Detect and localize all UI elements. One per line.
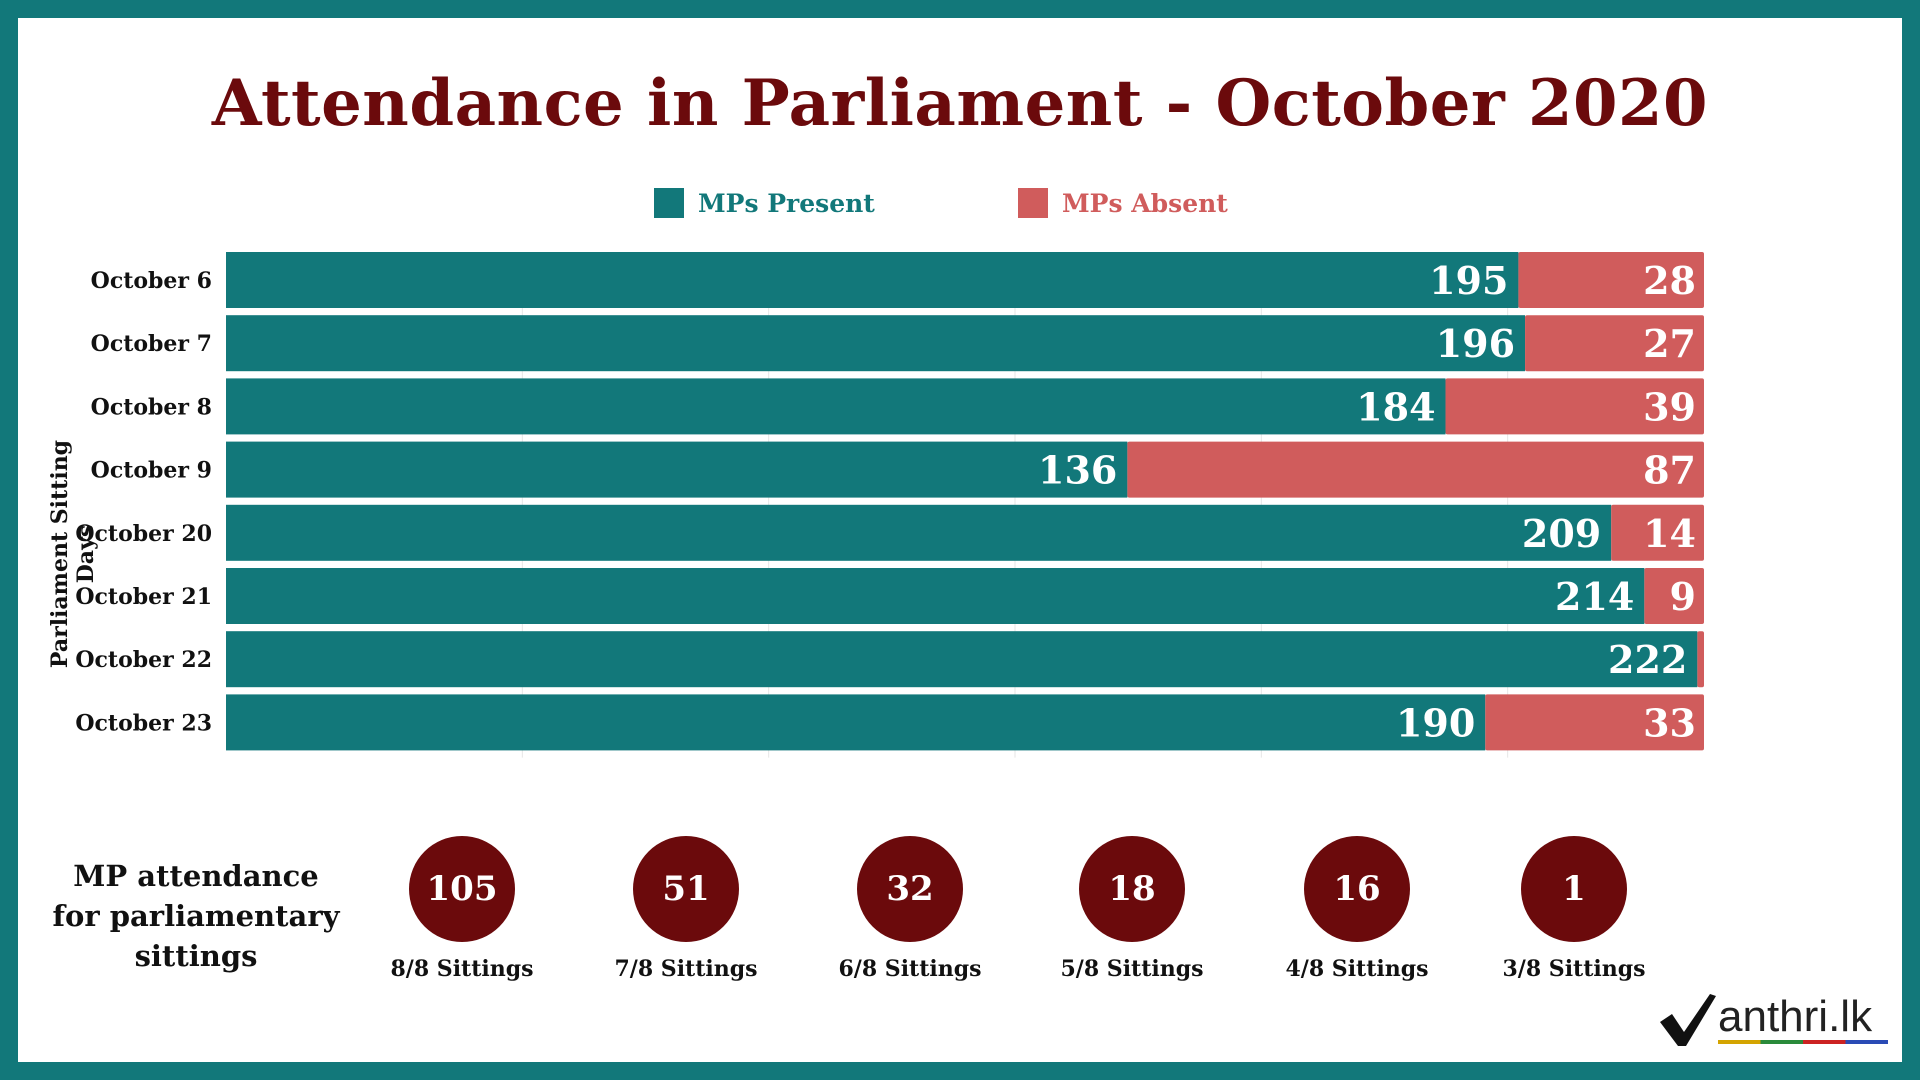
value-label-present-5: 214 [1555, 574, 1634, 619]
category-label-0: October 6 [91, 268, 212, 294]
attendance-count-circle: 51 [633, 836, 739, 942]
logo-underline [1718, 1040, 1888, 1044]
attendance-caption: 5/8 Sittings [1060, 956, 1204, 982]
attendance-caption: 3/8 Sittings [1502, 956, 1646, 982]
value-label-present-7: 190 [1396, 700, 1475, 745]
poster-frame: Attendance in Parliament - October 2020 … [18, 18, 1902, 1062]
attendance-stat: 16 4/8 Sittings [1272, 836, 1442, 982]
attendance-count-circle: 16 [1304, 836, 1410, 942]
bar-present-4 [226, 504, 1612, 561]
attendance-stat: 105 8/8 Sittings [377, 836, 547, 982]
bar-present-7 [226, 694, 1486, 751]
bar-absent-6 [1697, 631, 1704, 688]
attendance-stat: 51 7/8 Sittings [601, 836, 771, 982]
attendance-caption: 4/8 Sittings [1285, 956, 1429, 982]
value-label-absent-7: 33 [1643, 700, 1696, 745]
checkmark-m-icon [1658, 992, 1718, 1046]
bar-present-6 [226, 631, 1698, 688]
bar-present-0 [226, 252, 1519, 308]
category-label-3: October 9 [91, 458, 212, 484]
bar-absent-4 [1611, 504, 1704, 561]
attendance-count-circle: 105 [409, 836, 515, 942]
value-label-absent-2: 39 [1643, 384, 1696, 429]
value-label-present-6: 222 [1608, 637, 1687, 682]
legend-swatch-absent [1018, 188, 1048, 218]
value-label-absent-0: 28 [1643, 258, 1696, 303]
bar-absent-0 [1518, 252, 1704, 308]
value-label-present-3: 136 [1038, 448, 1117, 493]
stacked-bar-chart: October 6 195 28 October 7 196 27 October 8 184… [75, 252, 1704, 758]
category-label-6: October 22 [75, 647, 212, 673]
bar-present-2 [226, 378, 1446, 435]
attendance-caption: 7/8 Sittings [614, 956, 758, 982]
category-label-5: October 21 [75, 584, 212, 610]
value-label-absent-4: 14 [1643, 511, 1696, 556]
value-label-present-0: 195 [1429, 258, 1508, 303]
attendance-caption: 6/8 Sittings [838, 956, 982, 982]
category-label-1: October 7 [91, 331, 212, 357]
attendance-stat: 1 3/8 Sittings [1489, 836, 1659, 982]
legend-label-absent: MPs Absent [1062, 188, 1228, 218]
attendance-count-circle: 1 [1521, 836, 1627, 942]
attendance-caption: 8/8 Sittings [390, 956, 534, 982]
value-label-present-4: 209 [1522, 511, 1601, 556]
bar-absent-3 [1127, 441, 1704, 498]
bar-absent-2 [1445, 378, 1704, 435]
manthri-logo: anthri.lk [1658, 992, 1888, 1046]
value-label-absent-3: 87 [1643, 448, 1696, 493]
value-label-present-1: 196 [1436, 321, 1515, 366]
bar-present-3 [226, 441, 1128, 498]
value-label-absent-5: 9 [1670, 574, 1696, 619]
bar-present-1 [226, 315, 1526, 372]
bar-absent-1 [1525, 315, 1704, 372]
logo-text: anthri.lk [1718, 992, 1873, 1041]
attendance-stat: 18 5/8 Sittings [1047, 836, 1217, 982]
attendance-stat: 32 6/8 Sittings [825, 836, 995, 982]
legend-item-absent: MPs Absent [1018, 188, 1228, 218]
category-label-7: October 23 [75, 710, 212, 736]
value-label-present-2: 184 [1356, 384, 1435, 429]
bar-absent-7 [1485, 694, 1704, 751]
value-label-absent-1: 27 [1643, 321, 1696, 366]
attendance-count-circle: 32 [857, 836, 963, 942]
legend-swatch-present [654, 188, 684, 218]
legend-label-present: MPs Present [698, 188, 875, 218]
chart-title: Attendance in Parliament - October 2020 [211, 66, 1709, 141]
bar-present-5 [226, 568, 1645, 624]
attendance-count-circle: 18 [1079, 836, 1185, 942]
category-label-2: October 8 [91, 394, 212, 420]
legend-item-present: MPs Present [654, 188, 875, 218]
bar-absent-5 [1644, 568, 1704, 624]
stats-label: MP attendance for parliamentary sittings [52, 859, 340, 973]
category-label-4: October 20 [75, 521, 212, 547]
